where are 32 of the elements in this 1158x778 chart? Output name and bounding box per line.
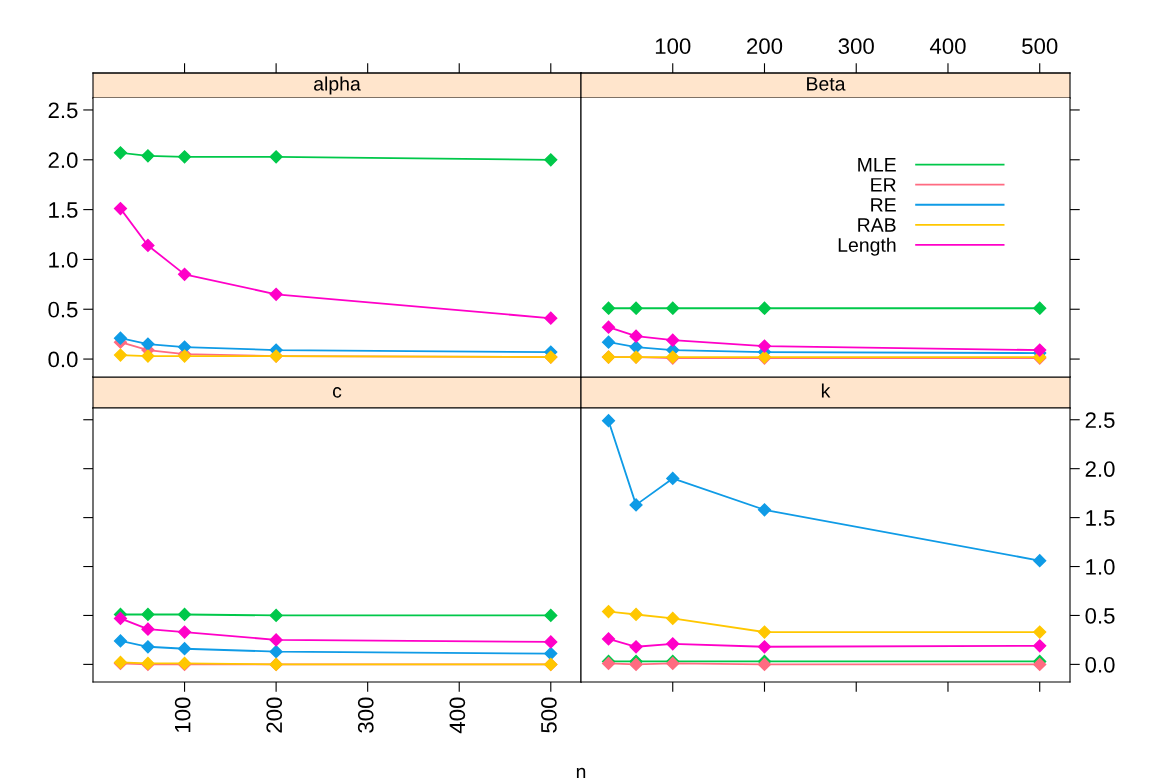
y-tick-label: 2.0 [48,152,78,169]
x-tick-label: 100 [655,38,691,55]
legend-label: RE [871,198,896,212]
x-axis-title: n [576,767,586,778]
chart-title: Beta [807,77,846,91]
y-tick-label: 1.5 [49,202,78,218]
chart-title: alpha [314,76,361,95]
y-tick-label: 1.0 [1086,559,1115,575]
x-tick-label: 500 [541,697,557,733]
x-tick-label: 500 [1022,38,1058,55]
y-tick-label: 2.5 [1085,412,1115,429]
x-tick-label: 300 [357,697,374,733]
y-tick-label: 1.5 [1086,510,1115,526]
y-tick-label: 1.0 [49,251,78,268]
x-tick-label: 200 [747,38,783,55]
x-tick-label: 200 [266,697,283,733]
y-tick-label: 2.5 [48,102,78,119]
legend-label: Length [838,237,896,256]
legend-label: RAB [858,218,896,232]
chart-title: c [332,387,342,398]
chart-title: k [821,383,831,398]
y-tick-label: 0.0 [48,351,78,368]
x-tick-label: 400 [449,697,466,734]
x-tick-label: 300 [838,38,874,55]
y-tick-label: 0.0 [1085,656,1115,673]
y-tick-label: 0.5 [48,301,78,318]
legend-label: ER [871,178,896,192]
x-tick-label: 400 [929,38,966,55]
y-tick-label: 0.5 [1085,607,1115,624]
y-tick-label: 2.0 [1085,461,1115,477]
legend-label: MLE [858,158,896,172]
x-tick-label: 100 [174,697,191,732]
